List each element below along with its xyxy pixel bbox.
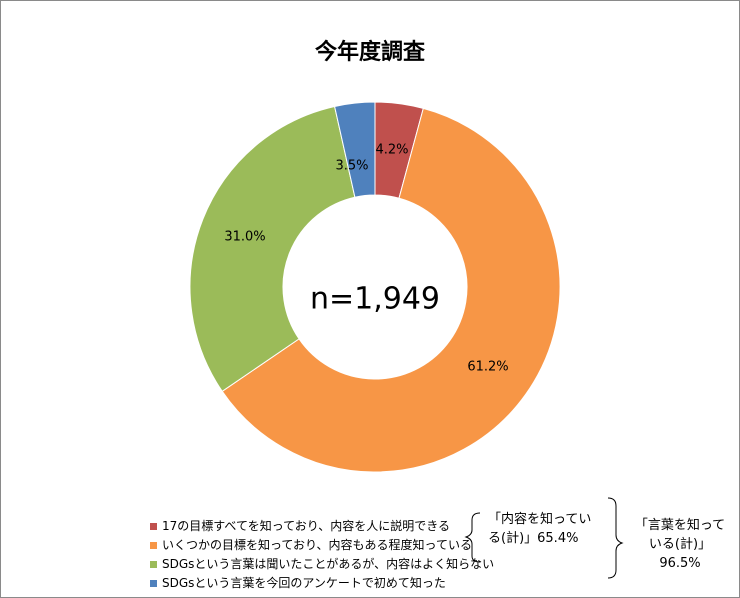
legend-item-3: SDGsという言葉は聞いたことがあるが、内容はよく知らない (150, 555, 494, 574)
legend-label-3: SDGsという言葉は聞いたことがあるが、内容はよく知らない (162, 557, 495, 571)
legend-swatch-3 (150, 561, 157, 568)
legend-swatch-4 (150, 580, 157, 587)
legend-label-4: SDGsという言葉を今回のアンケートで初めて知った (162, 576, 446, 590)
slice-label-2: 61.2% (467, 360, 508, 375)
chart-legend: 17の目標すべてを知っており、内容を人に説明できるいくつかの目標を知っており、内… (150, 517, 494, 593)
legend-swatch-2 (150, 542, 157, 549)
bracket-group1 (464, 512, 481, 563)
bracket-group2 (607, 497, 624, 579)
legend-label-2: いくつかの目標を知っており、内容もある程度知っている (162, 538, 472, 552)
legend-swatch-1 (150, 523, 157, 530)
annotation-group1: 「内容を知ってい る(計)」65.4% (488, 512, 592, 546)
legend-item-2: いくつかの目標を知っており、内容もある程度知っている (150, 536, 494, 555)
legend-item-4: SDGsという言葉を今回のアンケートで初めて知った (150, 574, 494, 593)
donut-slice-3 (189, 105, 356, 393)
slice-label-4: 3.5% (335, 159, 368, 174)
donut-slice-2 (221, 107, 561, 473)
annotation-group2: 「言葉を知って いる(計)」 96.5% (634, 518, 726, 571)
legend-label-1: 17の目標すべてを知っており、内容を人に説明できる (162, 519, 451, 533)
sample-size-label: n=1,949 (310, 282, 440, 317)
donut-slice-4 (334, 101, 376, 198)
slice-label-1: 4.2% (375, 143, 408, 158)
chart-title: 今年度調査 (314, 40, 425, 65)
legend-item-1: 17の目標すべてを知っており、内容を人に説明できる (150, 517, 494, 536)
slice-label-3: 31.0% (224, 230, 265, 245)
